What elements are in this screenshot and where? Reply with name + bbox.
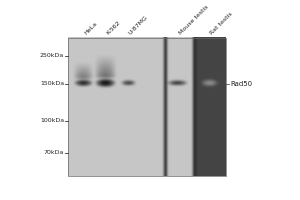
Text: Rad50: Rad50 [230, 81, 252, 87]
Bar [164, 38, 166, 176]
Text: Rat testis: Rat testis [209, 11, 234, 36]
Text: HeLa: HeLa [84, 21, 99, 36]
Bar [68, 38, 226, 176]
Text: 250kDa: 250kDa [40, 53, 64, 58]
Bar [194, 38, 195, 176]
Text: U-87MG: U-87MG [128, 15, 149, 36]
Bar [68, 38, 226, 176]
Text: 70kDa: 70kDa [44, 150, 64, 155]
Text: Mouse testis: Mouse testis [178, 4, 209, 36]
Text: K-562: K-562 [105, 20, 121, 36]
Text: 100kDa: 100kDa [40, 118, 64, 123]
Bar [194, 38, 226, 176]
Text: 150kDa: 150kDa [40, 81, 64, 86]
